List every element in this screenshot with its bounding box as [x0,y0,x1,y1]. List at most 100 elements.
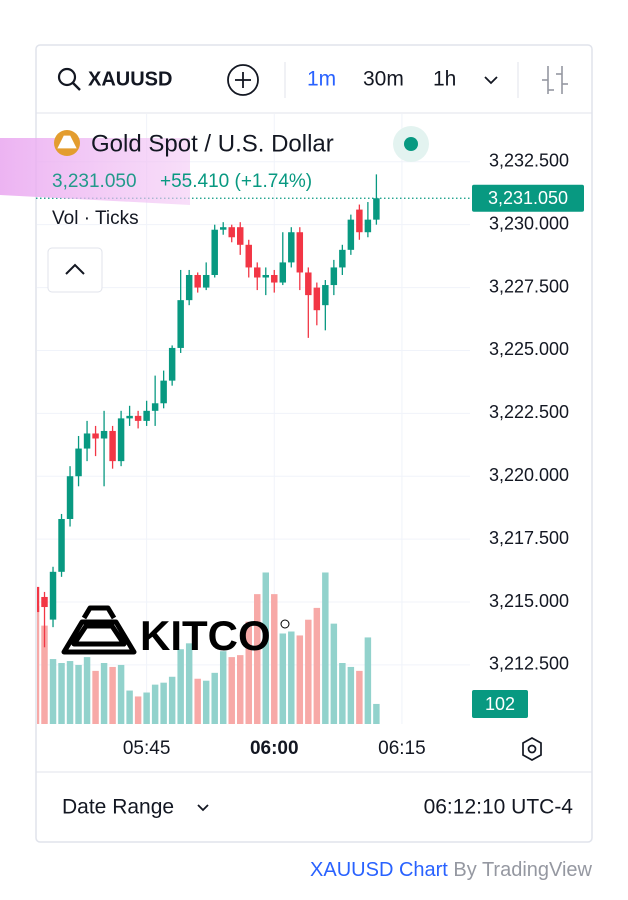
volume-bar [237,655,244,724]
candle-body [194,274,201,288]
volume-bar [330,623,338,724]
last-volume-label: 102 [485,694,515,714]
volume-bar [185,643,193,724]
volume-bar [66,661,74,724]
interval-button[interactable]: 1m [307,68,336,91]
candle-body [254,267,261,278]
symbol[interactable]: XAUUSD [88,68,172,90]
candle-body [66,476,74,519]
date-range-button[interactable]: Date Range [62,796,174,819]
candle-body [347,219,355,250]
candle-body [279,262,287,283]
y-tick-label: 3,215.000 [489,591,569,611]
volume-bar [271,594,278,724]
volume-bar [288,631,295,724]
add-compare-button[interactable] [227,64,259,96]
candle-body [151,403,159,411]
candle-body [177,300,184,348]
candle-body [100,430,108,439]
volume-bar [245,621,252,724]
kitco-logo: KITCO [61,605,290,659]
y-tick-label: 3,230.000 [489,213,569,233]
candle-body [75,448,82,477]
volume-bar [160,682,167,724]
interval-button[interactable]: 1h [433,68,456,91]
kitco-text: KITCO [140,612,271,659]
x-tick-label: 06:00 [250,738,299,759]
volume-bar [37,605,40,724]
candle-body [373,198,380,220]
volume-bar [134,696,142,724]
settings-icon [527,744,537,754]
volume-bar [262,572,269,724]
search-icon [72,82,81,91]
volume-bar [49,659,57,724]
candle-body [237,227,244,245]
volume-bar [83,657,91,724]
candle-body [168,347,176,381]
volume-bar [202,680,210,724]
volume-bar [168,676,176,724]
volume-bar [296,635,304,724]
candle-body [219,227,227,230]
volume-bar [279,633,287,724]
candle-body [305,272,312,296]
volume-bar [356,670,363,724]
candle-body [339,249,346,268]
candle-body [228,227,235,238]
interval-button[interactable]: 30m [363,68,404,91]
volume-bar [100,663,108,724]
attribution-by[interactable]: By TradingView [453,859,592,881]
symbol-logo [57,135,77,149]
volume-bar [92,670,99,724]
volume-bar [41,625,48,724]
candle-body [126,415,133,419]
legend-price: 3,231.050 [52,171,137,192]
date-range-chevron[interactable] [197,804,209,812]
attribution[interactable]: XAUUSD Chart By TradingView [310,859,593,881]
candle-body [37,586,40,613]
volume-bar [151,684,159,724]
last-price-badge [472,184,584,212]
candle-body [288,232,295,263]
plot [37,174,380,724]
candle-body [41,596,48,608]
candle-body [92,433,99,439]
volume-bar [117,664,125,724]
volume-bar [219,651,227,724]
volume-bar [75,664,82,724]
candle-body [143,410,150,421]
legend-title: Gold Spot / U.S. Dollar [91,130,334,157]
candle-body [322,285,329,306]
candle-body [160,380,167,404]
candle-body [262,274,269,278]
search-button[interactable]: XAUUSD [57,67,172,91]
volume-bar [254,594,261,724]
registered-mark [280,619,290,629]
volume-bar [58,663,65,724]
collapse-icon [65,263,85,275]
kitco-icon [61,605,137,655]
volume-bar [126,690,133,724]
interval-dropdown[interactable] [484,76,498,85]
axes: 3,212.500 3,215.000 3,217.500 3,220.000 3,22… [36,151,584,759]
candle-body [271,274,278,283]
volume-bar [143,692,150,724]
candle-body [202,274,210,288]
candle-body [134,415,142,421]
volume-bar [322,572,329,724]
candle-body [330,267,338,286]
last-price-label: 3,231.050 [488,188,568,208]
attribution-link[interactable]: XAUUSD Chart [310,859,448,881]
collapse-button[interactable] [47,247,103,293]
settings-button[interactable] [522,737,542,761]
x-tick-label: 06:15 [378,738,426,759]
search-icon [57,67,77,87]
volume-bar [347,666,355,724]
candle-body [117,418,125,462]
candle-body [364,219,372,233]
chart-type-button[interactable] [542,66,568,94]
volume-bar [313,607,321,724]
